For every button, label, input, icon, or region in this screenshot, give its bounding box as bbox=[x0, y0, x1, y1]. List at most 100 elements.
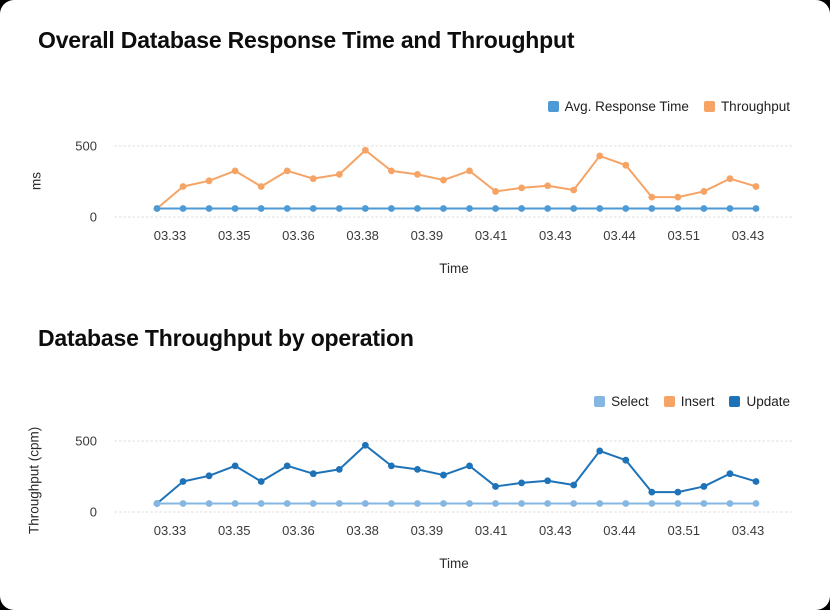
data-point-marker bbox=[283, 462, 291, 470]
x-tick-label: 03.44 bbox=[603, 228, 636, 243]
data-point-marker bbox=[257, 205, 265, 212]
data-point-marker bbox=[361, 146, 369, 154]
data-point-marker bbox=[205, 472, 213, 480]
data-point-marker bbox=[492, 500, 499, 507]
data-point-marker bbox=[257, 183, 265, 190]
data-point-marker bbox=[179, 183, 187, 190]
data-point-marker bbox=[283, 500, 291, 507]
data-point-marker bbox=[231, 500, 239, 507]
data-point-marker bbox=[205, 205, 213, 212]
data-point-marker bbox=[309, 175, 317, 183]
legend-swatch-icon bbox=[594, 396, 606, 407]
data-point-marker bbox=[414, 205, 421, 212]
x-tick-label: 03.43 bbox=[539, 523, 572, 538]
data-point-marker bbox=[622, 456, 630, 464]
legend-label: Select bbox=[611, 394, 649, 409]
data-point-marker bbox=[179, 478, 187, 485]
data-point-marker bbox=[387, 500, 395, 507]
x-tick-label: 03.33 bbox=[154, 228, 187, 243]
data-point-marker bbox=[231, 205, 239, 212]
series-line bbox=[156, 444, 757, 505]
legend-item-update[interactable]: Update bbox=[729, 394, 790, 409]
data-point-marker bbox=[726, 470, 734, 478]
x-tick-label: 03.35 bbox=[218, 523, 251, 538]
data-point-marker bbox=[414, 466, 421, 473]
data-point-marker bbox=[752, 183, 760, 190]
data-point-marker bbox=[309, 205, 317, 212]
y-tick-label: 500 bbox=[75, 139, 97, 154]
x-tick-label: 03.43 bbox=[732, 228, 765, 243]
data-point-marker bbox=[596, 500, 604, 507]
data-point-marker bbox=[544, 205, 552, 212]
data-point-marker bbox=[414, 500, 421, 507]
data-point-marker bbox=[622, 161, 630, 169]
x-tick-label: 03.36 bbox=[282, 523, 315, 538]
data-point-marker bbox=[466, 500, 473, 507]
legend-item-select[interactable]: Select bbox=[594, 394, 649, 409]
data-point-marker bbox=[596, 152, 604, 160]
data-point-marker bbox=[387, 167, 395, 175]
chart1-title: Overall Database Response Time and Throu… bbox=[38, 27, 575, 53]
data-point-marker bbox=[674, 205, 682, 212]
x-tick-label: 03.41 bbox=[475, 228, 508, 243]
data-point-marker bbox=[257, 478, 265, 485]
data-point-marker bbox=[466, 462, 473, 470]
chart2-legend: Select Insert Update bbox=[594, 394, 790, 409]
data-point-marker bbox=[518, 479, 526, 487]
legend-label: Update bbox=[746, 394, 790, 409]
data-point-marker bbox=[752, 478, 760, 485]
data-point-marker bbox=[179, 205, 187, 212]
x-tick-label: 03.43 bbox=[732, 523, 765, 538]
data-point-marker bbox=[153, 205, 161, 212]
data-point-marker bbox=[518, 205, 526, 212]
data-point-marker bbox=[283, 167, 291, 175]
data-point-marker bbox=[544, 182, 552, 190]
data-point-marker bbox=[622, 205, 630, 212]
x-tick-label: 03.38 bbox=[346, 523, 379, 538]
legend-item-avg-response-time[interactable]: Avg. Response Time bbox=[547, 99, 689, 114]
legend-swatch-icon bbox=[729, 396, 741, 407]
data-point-marker bbox=[466, 167, 473, 175]
data-point-marker bbox=[518, 500, 526, 507]
data-point-marker bbox=[674, 500, 682, 507]
data-point-marker bbox=[309, 500, 317, 507]
x-tick-label: 03.44 bbox=[603, 523, 636, 538]
data-point-marker bbox=[231, 462, 239, 470]
legend-item-throughput[interactable]: Throughput bbox=[703, 99, 790, 114]
data-point-marker bbox=[544, 477, 552, 485]
chart2-canvas: 500 0 03.33 03.35 03.36 03.38 03.39 03.41 03.43 0… bbox=[75, 434, 794, 538]
data-point-marker bbox=[440, 500, 447, 507]
x-tick-label: 03.33 bbox=[154, 523, 187, 538]
data-point-marker bbox=[570, 205, 578, 212]
data-point-marker bbox=[387, 205, 395, 212]
chart2-title: Database Throughput by operation bbox=[38, 325, 414, 351]
data-point-marker bbox=[335, 466, 343, 473]
x-tick-label: 03.39 bbox=[411, 523, 444, 538]
x-tick-label: 03.51 bbox=[667, 523, 700, 538]
data-point-marker bbox=[466, 205, 473, 212]
data-point-marker bbox=[752, 205, 760, 212]
data-point-marker bbox=[596, 447, 604, 455]
data-point-marker bbox=[570, 186, 578, 194]
y-tick-label: 500 bbox=[75, 434, 97, 449]
chart1-x-axis-label: Time bbox=[439, 261, 469, 276]
data-point-marker bbox=[335, 171, 343, 178]
data-point-marker bbox=[361, 205, 369, 212]
data-point-marker bbox=[492, 483, 499, 490]
legend-label: Insert bbox=[680, 394, 715, 409]
data-point-marker bbox=[648, 205, 656, 212]
series-line bbox=[156, 149, 757, 210]
data-point-marker bbox=[440, 471, 447, 479]
data-point-marker bbox=[726, 500, 734, 507]
legend-item-insert[interactable]: Insert bbox=[663, 394, 715, 409]
data-point-marker bbox=[596, 205, 604, 212]
data-point-marker bbox=[700, 500, 708, 507]
data-point-marker bbox=[153, 500, 161, 507]
data-point-marker bbox=[205, 500, 213, 507]
data-point-marker bbox=[700, 188, 708, 195]
data-point-marker bbox=[700, 205, 708, 212]
chart2-x-axis-label: Time bbox=[439, 556, 469, 571]
legend-swatch-icon bbox=[547, 101, 559, 112]
x-tick-label: 03.38 bbox=[346, 228, 379, 243]
data-point-marker bbox=[648, 488, 656, 496]
